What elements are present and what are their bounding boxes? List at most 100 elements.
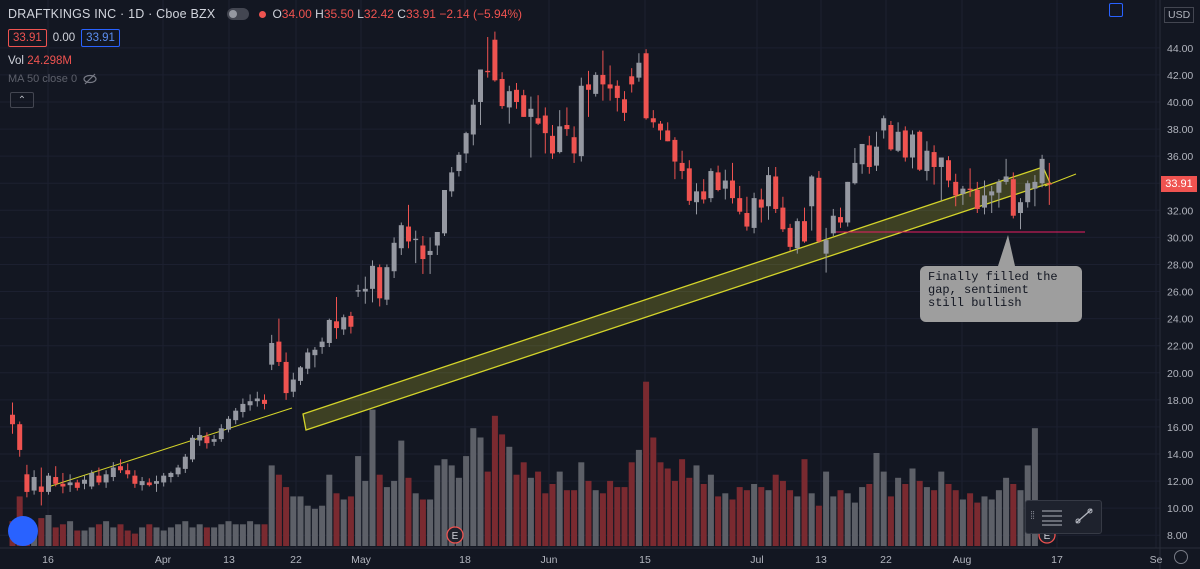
candle-body <box>910 134 915 158</box>
volume-bar <box>261 524 268 546</box>
note-callout[interactable]: Finally filled the gap, sentiment still … <box>920 266 1082 322</box>
collapse-legend-button[interactable]: ⌃ <box>10 92 34 108</box>
volume-bar <box>830 496 837 546</box>
candle-body <box>744 213 750 227</box>
volume-bar <box>103 521 110 546</box>
candle-body <box>384 267 390 300</box>
y-tick-label: 10.00 <box>1167 503 1193 515</box>
candle-body <box>946 160 951 181</box>
buy-button[interactable]: 33.91 <box>81 29 120 47</box>
volume-bar <box>513 474 520 546</box>
y-tick-label: 26.00 <box>1167 287 1193 299</box>
candle-body <box>118 466 123 471</box>
candle-body <box>960 188 966 195</box>
candle-body <box>478 69 483 102</box>
volume-bar <box>189 527 196 546</box>
candle-body <box>989 191 995 196</box>
volume-bar <box>38 518 45 546</box>
volume-bar <box>758 487 765 546</box>
candle-body <box>902 130 908 158</box>
candle-body <box>982 195 987 208</box>
y-tick-label: 16.00 <box>1167 422 1193 434</box>
volume-bar <box>369 409 376 546</box>
volume-bar <box>844 493 851 546</box>
volume-bar <box>607 480 614 546</box>
sell-button[interactable]: 33.91 <box>8 29 47 47</box>
candle-body <box>31 477 37 491</box>
candle-body <box>708 171 714 199</box>
volume-bar <box>124 530 131 546</box>
candle-body <box>542 115 548 134</box>
candle-body <box>694 191 699 203</box>
volume-bar <box>743 490 750 546</box>
drawing-toolbar[interactable]: ⁞⁞ <box>1025 500 1102 534</box>
candle-body <box>938 157 944 167</box>
volume-bar <box>542 493 549 546</box>
volume-bar <box>175 524 182 546</box>
volume-bar <box>376 474 383 546</box>
candle-body <box>528 108 534 117</box>
candle-body <box>996 181 1002 193</box>
volume-bar <box>549 484 556 546</box>
candle-body <box>521 95 527 117</box>
volume-bar <box>499 434 506 546</box>
drag-handle-icon[interactable]: ⁞⁞ <box>1030 510 1035 522</box>
fullscreen-icon[interactable] <box>1109 3 1123 17</box>
symbol-header: DRAFTKINGS INC · 1D · Cboe BZX O34.00 H3… <box>8 7 522 21</box>
candle-body <box>1010 179 1016 216</box>
trendline-drawing[interactable] <box>47 166 1085 488</box>
price-axis[interactable]: 8.00 10.00 12.00 14.00 16.00 18.00 20.00 22.00 2… <box>1159 0 1200 569</box>
volume-bar <box>895 477 902 546</box>
candle-body <box>895 131 901 151</box>
candle-body <box>161 475 167 483</box>
candle-body <box>881 118 887 131</box>
candle-body <box>622 99 627 113</box>
candle-body <box>427 250 433 255</box>
candle-body <box>686 168 692 201</box>
y-tick-label: 38.00 <box>1167 124 1193 136</box>
candle-body <box>722 180 728 189</box>
candle-body <box>377 267 383 299</box>
candle-body <box>298 367 303 381</box>
volume-bar <box>275 474 282 546</box>
candle-body <box>1025 183 1031 203</box>
symbol-title[interactable]: DRAFTKINGS INC · 1D · Cboe BZX <box>8 7 216 21</box>
tradingview-logo[interactable] <box>8 516 38 546</box>
volume-bar <box>110 527 117 546</box>
settings-gear-icon[interactable] <box>1174 550 1188 564</box>
candle-body <box>658 123 663 131</box>
y-tick-label: 24.00 <box>1167 314 1193 326</box>
ma-legend[interactable]: MA 50 close 0 <box>8 73 97 85</box>
candle-body <box>715 172 721 190</box>
trendline-tool-icon[interactable] <box>1072 505 1096 527</box>
y-tick-label: 30.00 <box>1167 232 1193 244</box>
candle-body <box>456 154 462 172</box>
candle-body <box>564 125 570 130</box>
candle-body <box>38 486 44 492</box>
tool-settings-icon[interactable] <box>1039 505 1065 527</box>
candle-body <box>146 482 152 486</box>
candle-body <box>89 472 95 487</box>
candle-body <box>838 217 843 223</box>
volume-bar <box>52 527 59 546</box>
candle-body <box>578 85 584 157</box>
hidden-eye-icon[interactable] <box>83 73 97 85</box>
currency-label[interactable]: USD <box>1164 7 1195 23</box>
volume-legend[interactable]: Vol 24.298M <box>8 55 72 67</box>
candle-body <box>787 227 793 247</box>
volume-bar <box>362 480 369 546</box>
candle-body <box>305 352 311 369</box>
candle-body <box>866 145 872 167</box>
volume-bar <box>355 456 362 546</box>
candle-body <box>218 428 224 440</box>
candle-body <box>499 78 505 107</box>
visibility-toggle[interactable] <box>227 8 250 20</box>
x-tick-label: Se <box>1150 554 1163 566</box>
candle-body <box>535 118 541 124</box>
volume-bar <box>916 480 923 546</box>
candle-body <box>406 226 411 242</box>
candle-body <box>168 472 174 478</box>
candle-body <box>636 62 642 78</box>
time-axis[interactable]: 16 Apr 13 22 May 18 Jun 15 Jul 13 22 Aug 17 Se <box>0 547 1200 566</box>
